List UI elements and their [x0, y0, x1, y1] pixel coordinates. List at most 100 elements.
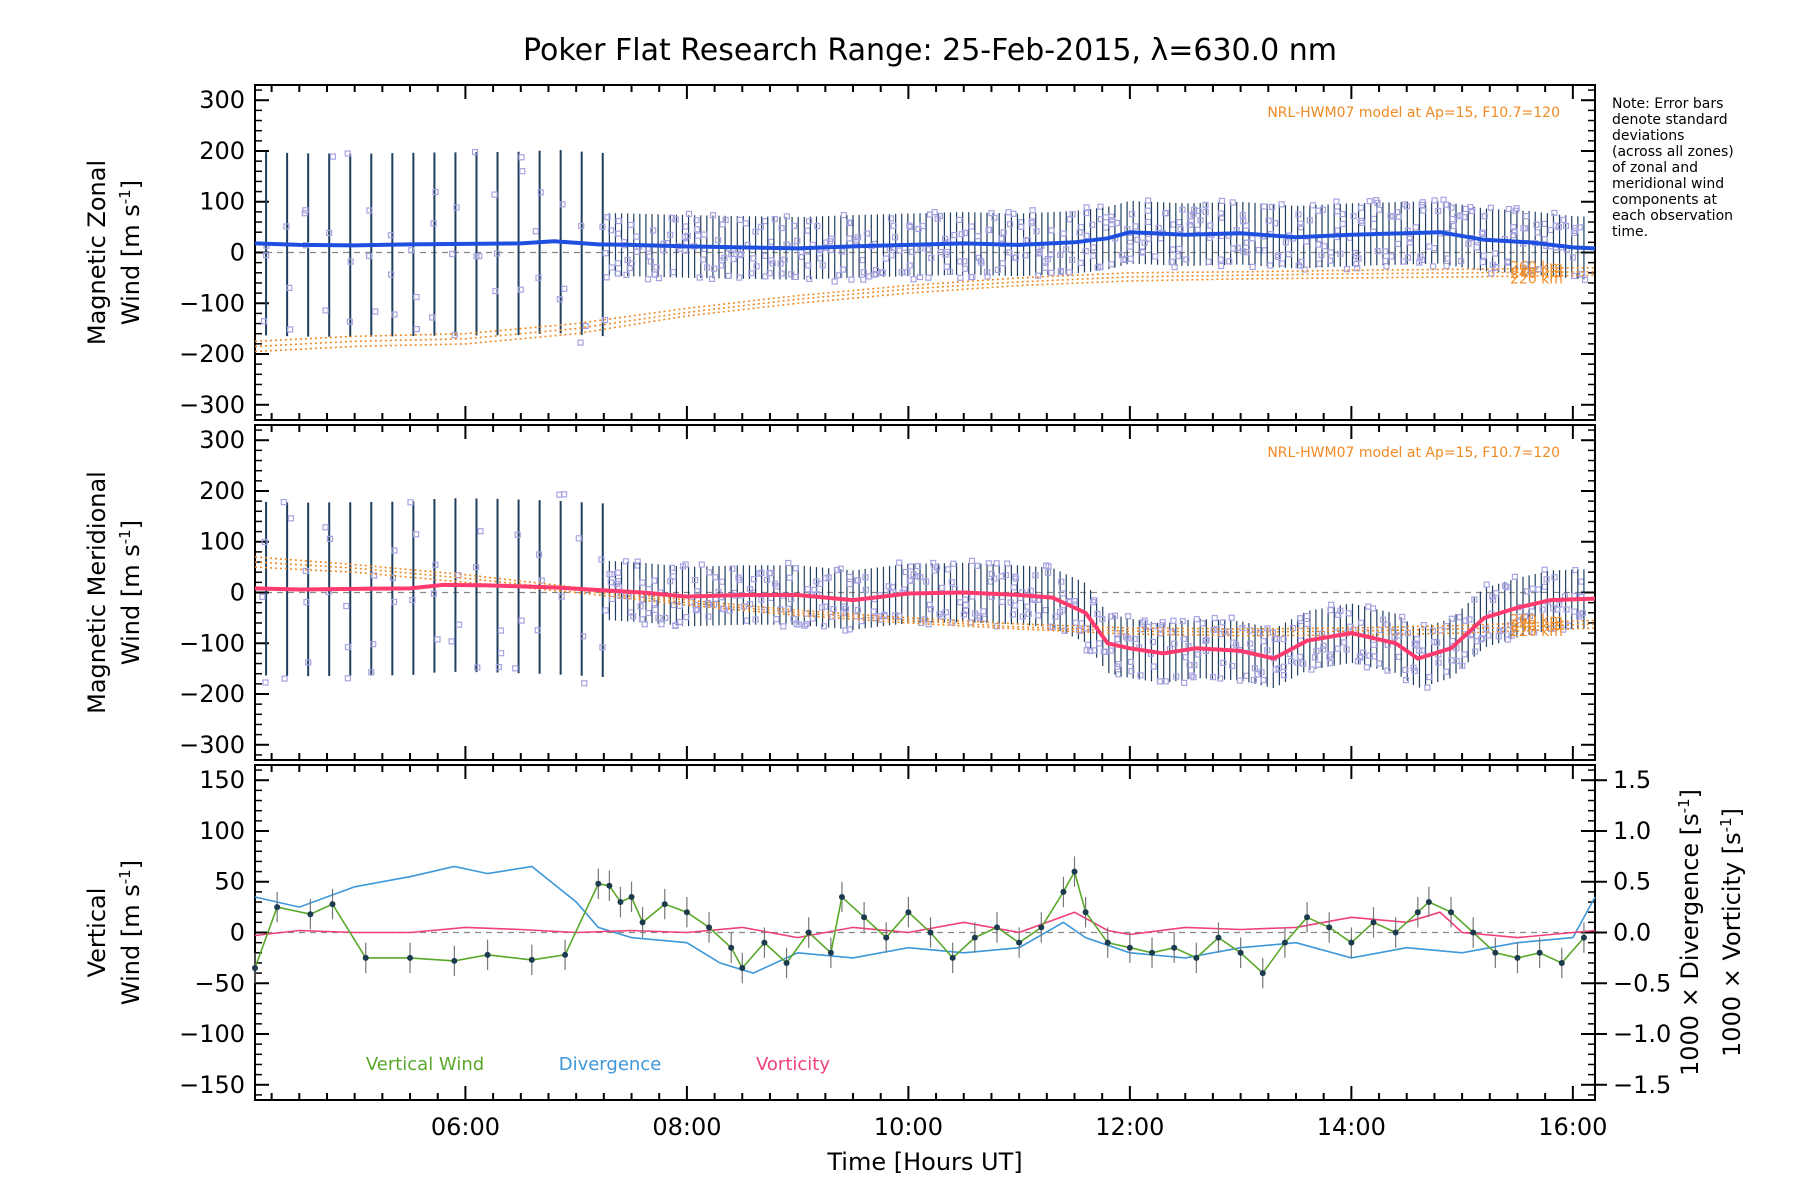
scatter-point	[1416, 647, 1423, 654]
scatter-point	[1083, 232, 1090, 240]
scatter-point	[1256, 629, 1264, 636]
scatter-point	[831, 278, 838, 285]
scatter-point	[1411, 667, 1418, 675]
vertical-wind-point	[451, 957, 458, 964]
scatter-point	[287, 326, 294, 333]
scatter-point	[1374, 199, 1381, 206]
scatter-point	[1193, 616, 1200, 623]
scatter-point	[792, 565, 799, 572]
scatter-point	[1419, 647, 1426, 654]
scatter-point	[1069, 256, 1076, 263]
scatter-point	[1239, 625, 1246, 632]
scatter-point	[1413, 635, 1421, 643]
vertical-wind-point	[252, 965, 258, 972]
scatter-point	[260, 318, 268, 325]
scatter-point	[1217, 256, 1224, 263]
y-axis-label-3-line1: Vertical	[83, 888, 111, 978]
scatter-point	[455, 572, 462, 579]
scatter-point	[1059, 607, 1066, 614]
note-line: denote standard	[1612, 112, 1728, 128]
scatter-point	[833, 566, 841, 574]
scatter-point	[1280, 635, 1287, 643]
scatter-point	[862, 586, 869, 593]
vertical-wind-point	[883, 934, 890, 941]
scatter-point	[413, 293, 420, 301]
scatter-point	[1449, 215, 1456, 223]
scatter-point	[962, 596, 969, 603]
scatter-point	[1066, 269, 1073, 276]
scatter-point	[885, 583, 892, 590]
note-line: (across all zones)	[1612, 144, 1734, 160]
scatter-point	[302, 567, 309, 575]
scatter-point	[599, 223, 606, 230]
scatter-point	[872, 266, 880, 274]
scatter-point	[1555, 224, 1562, 231]
scatter-point	[322, 307, 329, 314]
y-tick-label: 200	[199, 137, 245, 165]
scatter-point	[882, 255, 890, 262]
scatter-point	[1326, 659, 1334, 667]
scatter-point	[1327, 606, 1334, 614]
y-tick-label: 100	[199, 528, 245, 556]
x-tick-label: 08:00	[652, 1113, 721, 1141]
scatter-point	[495, 664, 502, 671]
scatter-point	[1343, 646, 1350, 653]
scatter-point	[805, 262, 812, 269]
scatter-point	[1534, 229, 1541, 236]
scatter-point	[846, 573, 853, 580]
scatter-point	[1384, 667, 1391, 674]
scatter-point	[1145, 197, 1152, 204]
scatter-point	[1060, 230, 1067, 237]
scatter-point	[923, 578, 930, 585]
scatter-point	[1357, 619, 1365, 626]
scatter-point	[366, 252, 373, 260]
note-line: Note: Error bars	[1612, 96, 1723, 112]
scatter-point	[1233, 641, 1240, 648]
scatter-point	[1381, 248, 1389, 255]
scatter-point	[537, 189, 544, 196]
scatter-point	[1522, 225, 1529, 232]
scatter-point	[1327, 249, 1335, 256]
vertical-wind-point	[329, 901, 336, 908]
scatter-point	[917, 574, 924, 581]
divergence-line	[254, 865, 1596, 974]
scatter-point	[1000, 229, 1007, 236]
scatter-point	[302, 207, 309, 214]
scatter-point	[1511, 228, 1518, 235]
divergence-axis-label-sup: -1	[1675, 798, 1693, 813]
scatter-point	[1199, 620, 1206, 627]
model-altitude-label: 260 km	[1510, 612, 1563, 628]
scatter-point	[726, 607, 733, 614]
scatter-point	[768, 257, 775, 264]
scatter-point	[1027, 587, 1034, 594]
scatter-point	[1461, 651, 1468, 658]
scatter-point	[711, 574, 719, 581]
scatter-point	[1191, 206, 1198, 214]
scatter-point	[1510, 224, 1517, 231]
scatter-point	[1006, 249, 1013, 256]
scatter-point	[582, 322, 589, 330]
scatter-point	[830, 605, 837, 613]
y-axis-label-2-line2: Wind [m s	[117, 544, 145, 665]
scatter-point	[645, 609, 652, 617]
scatter-point	[878, 269, 886, 276]
scatter-point	[430, 220, 437, 227]
scatter-point	[1125, 613, 1132, 620]
vorticity-axis-label-text: 1000 × Vorticity [s-1]	[1717, 808, 1746, 1057]
scatter-point	[684, 232, 691, 240]
scatter-point	[1353, 261, 1360, 268]
scatter-point	[608, 264, 615, 271]
y-tick-label: 100	[199, 188, 245, 216]
scatter-point	[559, 201, 566, 208]
scatter-point	[699, 256, 707, 263]
scatter-point	[603, 274, 610, 281]
scatter-point	[809, 615, 816, 622]
y-axis-label-3-line2: Wind [m s	[117, 884, 145, 1005]
scatter-point	[646, 253, 653, 260]
scatter-point	[685, 210, 693, 217]
scatter-point	[1083, 210, 1090, 217]
scatter-point	[860, 276, 867, 283]
scatter-point	[1449, 637, 1456, 645]
scatter-point	[1400, 258, 1407, 265]
scatter-point	[670, 573, 677, 580]
